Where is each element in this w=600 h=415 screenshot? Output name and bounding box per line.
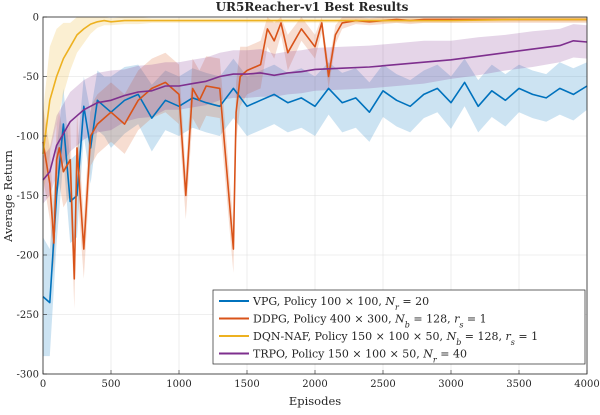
legend-label-dqn-naf: DQN-NAF, Policy 150 × 100 × 50, Nb = 128… <box>253 330 538 347</box>
y-tick-label: -200 <box>17 251 39 262</box>
line-trpo <box>42 39 588 181</box>
x-tick-label: 3500 <box>506 379 531 390</box>
line-vpg <box>42 81 588 304</box>
confidence-bands <box>43 17 587 357</box>
legend-label-trpo: TRPO, Policy 150 × 100 × 50, Nr = 40 <box>253 348 467 365</box>
x-tick-label: 500 <box>101 379 120 390</box>
x-axis-title: Episodes <box>289 394 341 408</box>
axis-ticks: 0 500 1000 1500 2000 2500 3000 3500 4000 0 -50 -100… <box>17 13 600 391</box>
x-tick-label: 4000 <box>574 379 599 390</box>
y-tick-label: -300 <box>17 370 39 381</box>
line-dqn-naf <box>42 18 587 155</box>
band-vpg <box>43 58 587 357</box>
legend-label-vpg: VPG, Policy 100 × 100, Nr = 20 <box>252 295 429 312</box>
band-ddpg <box>43 17 587 309</box>
x-tick-label: 1000 <box>166 379 191 390</box>
band-trpo <box>43 24 587 204</box>
chart-title: UR5Reacher-v1 Best Results <box>216 0 409 14</box>
x-tick-label: 2000 <box>302 379 327 390</box>
series-lines <box>42 18 588 304</box>
x-tick-label: 2500 <box>370 379 395 390</box>
line-ddpg <box>42 18 587 280</box>
legend-box <box>212 289 586 365</box>
y-axis-title: Average Return <box>1 150 15 243</box>
y-tick-label: -250 <box>17 310 39 321</box>
y-tick-label: 0 <box>33 13 39 24</box>
y-tick-label: -150 <box>17 191 39 202</box>
legend-label-ddpg: DDPG, Policy 400 × 300, Nb = 128, rs = 1 <box>253 313 487 330</box>
x-tick-label: 3000 <box>438 379 463 390</box>
x-tick-label: 0 <box>40 379 46 390</box>
y-tick-label: -50 <box>23 72 39 83</box>
y-tick-label: -100 <box>17 132 39 143</box>
x-tick-label: 1500 <box>234 379 259 390</box>
